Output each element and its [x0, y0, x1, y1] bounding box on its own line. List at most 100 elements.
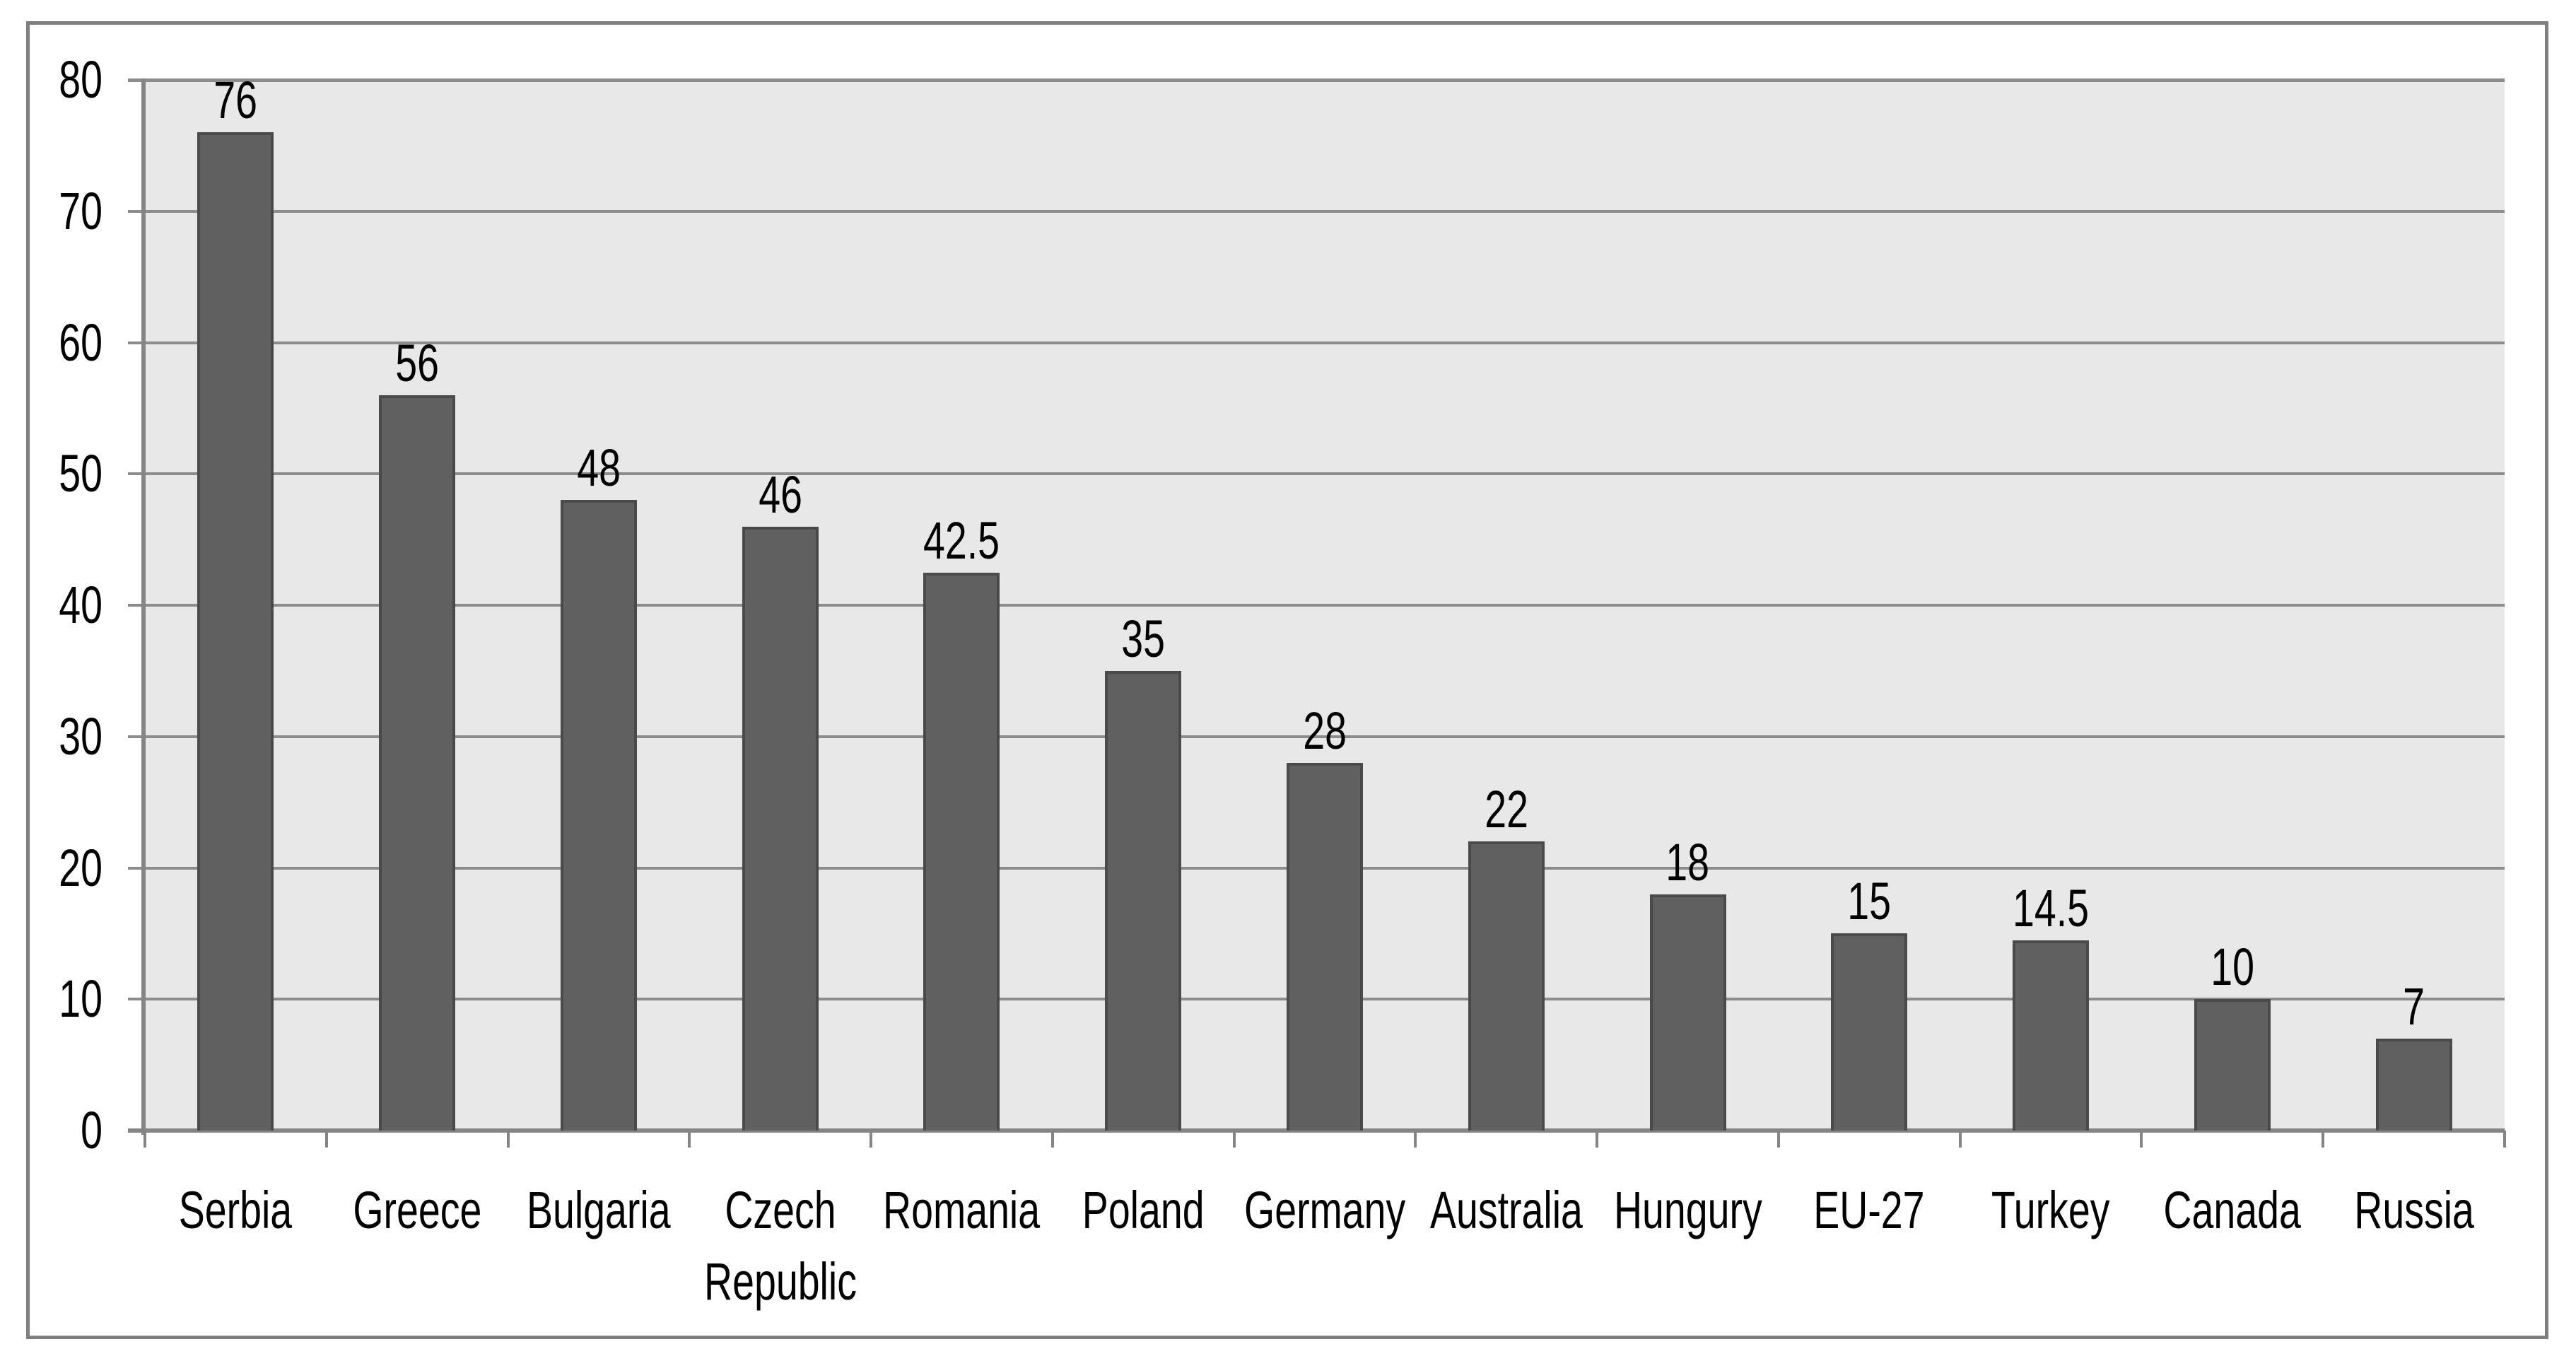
bar-eu-27 — [1831, 933, 1908, 1131]
plot-top-border — [128, 78, 2505, 82]
x-axis-label-greece: Greece — [353, 1181, 482, 1239]
bar-serbia — [197, 132, 274, 1131]
x-axis-label-wrap-australia: Australia — [1388, 1174, 1624, 1246]
x-axis-label-poland: Poland — [1082, 1181, 1205, 1239]
bar-value-wrap-turkey: 14.5 — [1960, 882, 2142, 935]
bar-slot-eu-27: 15 — [1779, 80, 1960, 1131]
bar-slot-canada: 10 — [2141, 80, 2323, 1131]
gridline — [128, 341, 2505, 344]
bar-slot-bulgaria: 48 — [508, 80, 690, 1131]
x-axis-tick — [1776, 1131, 1780, 1148]
x-axis-tick — [1958, 1131, 1962, 1148]
bar-czech-republic — [742, 526, 819, 1131]
x-axis-label-wrap-greece: Greece — [299, 1174, 535, 1246]
y-axis-label-20: 20 — [59, 838, 103, 897]
x-axis-label-eu-27: EU-27 — [1813, 1181, 1925, 1239]
bar-value-label-bulgaria: 48 — [577, 438, 621, 498]
bar-slot-turkey: 14.5 — [1960, 80, 2142, 1131]
x-axis-label-romania: Romania — [883, 1181, 1041, 1239]
bar-romania — [923, 572, 1000, 1131]
x-axis-label-hungury: Hungury — [1613, 1181, 1762, 1239]
bar-value-wrap-czech-republic: 46 — [689, 465, 871, 524]
bar-value-wrap-serbia: 76 — [145, 74, 327, 127]
bar-greece — [379, 395, 456, 1131]
bar-value-label-romania: 42.5 — [923, 510, 1000, 570]
x-axis-line — [128, 1128, 2505, 1133]
bar-value-wrap-germany: 28 — [1234, 701, 1416, 760]
bar-value-wrap-russia: 7 — [2323, 980, 2505, 1033]
x-axis-tick — [144, 1131, 146, 1148]
y-axis-label-40: 40 — [59, 576, 103, 634]
x-axis-label-bulgaria: Bulgaria — [527, 1181, 671, 1239]
x-axis-tick — [870, 1131, 873, 1148]
x-axis-tick — [688, 1131, 691, 1148]
bar-slot-germany: 28 — [1234, 80, 1416, 1131]
x-axis-label-wrap-hungury: Hungury — [1570, 1174, 1806, 1246]
bar-value-label-hungury: 18 — [1665, 832, 1710, 892]
x-axis-label-wrap-germany: Germany — [1207, 1174, 1443, 1246]
bar-slot-australia: 22 — [1415, 80, 1597, 1131]
y-axis-label-50: 50 — [59, 444, 103, 503]
bar-russia — [2375, 1038, 2452, 1131]
x-axis-label-wrap-serbia: Serbia — [117, 1174, 353, 1246]
x-axis-label-wrap-romania: Romania — [844, 1174, 1080, 1246]
bar-poland — [1105, 670, 1182, 1131]
x-axis-tick — [506, 1131, 510, 1148]
bar-value-wrap-australia: 22 — [1415, 783, 1597, 836]
bar-value-label-canada: 10 — [2210, 938, 2254, 997]
gridline — [128, 209, 2505, 213]
y-axis-line — [141, 78, 146, 1135]
x-axis-label-turkey: Turkey — [1991, 1181, 2110, 1239]
x-axis-label-serbia: Serbia — [179, 1181, 293, 1239]
x-axis-label-australia: Australia — [1429, 1181, 1583, 1239]
bar-germany — [1286, 762, 1363, 1131]
x-axis-tick — [2140, 1131, 2143, 1148]
x-axis-label-wrap-bulgaria: Bulgaria — [481, 1174, 717, 1246]
gridline — [128, 472, 2505, 476]
bar-slot-greece: 56 — [327, 80, 508, 1131]
bar-turkey — [2013, 940, 2090, 1131]
x-axis-label-wrap-turkey: Turkey — [1933, 1174, 2169, 1246]
gridline — [128, 604, 2505, 607]
x-axis-label-czech-republic: Czech Republic — [703, 1181, 857, 1311]
y-axis-label-70: 70 — [59, 181, 103, 240]
bar-value-wrap-bulgaria: 48 — [508, 442, 690, 494]
y-axis-label-60: 60 — [59, 313, 103, 372]
bar-value-label-poland: 35 — [1121, 609, 1166, 668]
bar-value-wrap-poland: 35 — [1053, 609, 1234, 668]
bar-value-wrap-greece: 56 — [327, 337, 508, 390]
bar-bulgaria — [560, 500, 637, 1131]
bar-value-label-eu-27: 15 — [1847, 872, 1892, 931]
x-axis-tick — [2503, 1131, 2506, 1148]
bar-slot-hungury: 18 — [1597, 80, 1779, 1131]
gridline — [128, 735, 2505, 738]
x-axis-label-wrap-canada: Canada — [2114, 1174, 2350, 1246]
x-axis-tick — [2322, 1131, 2325, 1148]
bar-value-label-czech-republic: 46 — [758, 465, 802, 524]
bar-slot-romania: 42.5 — [871, 80, 1053, 1131]
bar-value-label-serbia: 76 — [213, 71, 258, 130]
x-axis-label-canada: Canada — [2163, 1181, 2302, 1239]
y-axis-label-10: 10 — [59, 969, 103, 1029]
x-axis-label-wrap-poland: Poland — [1025, 1174, 1261, 1246]
bar-value-label-greece: 56 — [395, 333, 440, 392]
x-axis-label-wrap-czech-republic: Czech Republic — [662, 1174, 898, 1317]
bar-value-wrap-eu-27: 15 — [1779, 875, 1960, 928]
x-axis-label-wrap-russia: Russia — [2296, 1174, 2532, 1246]
bar-value-label-germany: 28 — [1303, 701, 1347, 760]
bar-value-wrap-hungury: 18 — [1597, 836, 1779, 889]
bar-slot-serbia: 76 — [145, 74, 327, 1131]
x-axis-label-wrap-eu-27: EU-27 — [1751, 1174, 1987, 1246]
y-axis-label-30: 30 — [59, 706, 103, 766]
bar-canada — [2194, 999, 2271, 1131]
bar-australia — [1468, 841, 1545, 1131]
y-axis-label-80: 80 — [59, 50, 103, 109]
x-axis-tick — [324, 1131, 328, 1148]
bar-slot-poland: 35 — [1053, 80, 1234, 1131]
bar-value-label-turkey: 14.5 — [2013, 878, 2090, 938]
x-axis-tick — [1596, 1131, 1599, 1148]
bar-hungury — [1649, 894, 1726, 1131]
bar-slot-russia: 7 — [2323, 80, 2505, 1131]
x-axis-tick — [1232, 1131, 1236, 1148]
